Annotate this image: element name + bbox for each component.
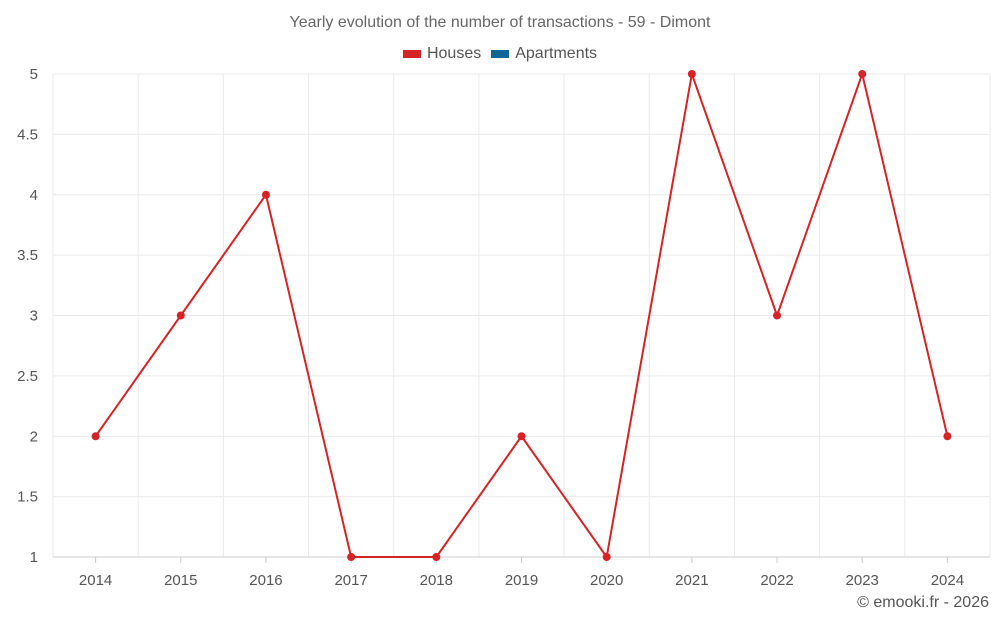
- x-tick-label: 2021: [675, 572, 708, 589]
- data-point-houses: [517, 432, 526, 441]
- x-tick-label: 2016: [249, 572, 282, 589]
- x-tick-label: 2014: [79, 572, 112, 589]
- x-tick-label: 2015: [164, 572, 197, 589]
- y-tick-label: 1.5: [17, 489, 38, 506]
- y-tick-label: 5: [30, 66, 38, 83]
- chart-title: Yearly evolution of the number of transa…: [289, 14, 711, 31]
- x-tick-label: 2018: [420, 572, 453, 589]
- legend-label-apartments: Apartments: [515, 45, 598, 62]
- legend: Houses Apartments: [0, 45, 1000, 63]
- x-tick-label: 2024: [931, 572, 964, 589]
- data-point-houses: [91, 432, 100, 441]
- y-tick-label: 3: [30, 308, 38, 325]
- data-point-houses: [943, 432, 952, 441]
- y-tick-label: 3.5: [17, 247, 38, 264]
- y-tick-label: 2.5: [17, 368, 38, 385]
- x-tick-label: 2019: [505, 572, 538, 589]
- data-point-houses: [858, 70, 867, 78]
- data-point-houses: [347, 553, 356, 561]
- x-tick-label: 2017: [334, 572, 367, 589]
- legend-item-houses[interactable]: Houses: [402, 45, 482, 63]
- legend-item-apartments[interactable]: Apartments: [491, 45, 597, 63]
- legend-label-houses: Houses: [426, 45, 482, 62]
- data-point-houses: [261, 190, 270, 199]
- data-point-houses: [432, 553, 441, 561]
- x-tick-label: 2020: [590, 572, 623, 589]
- credit-text: © emooki.fr - 2026: [857, 594, 989, 611]
- legend-swatch-apartments: [491, 50, 510, 58]
- data-point-houses: [176, 311, 185, 320]
- y-tick-label: 1: [30, 549, 38, 566]
- x-tick-label: 2022: [760, 572, 793, 589]
- legend-swatch-houses: [402, 50, 421, 58]
- y-tick-label: 4: [30, 187, 38, 204]
- data-point-houses: [602, 553, 611, 561]
- y-tick-label: 4.5: [17, 126, 38, 143]
- x-tick-label: 2023: [846, 572, 879, 589]
- data-point-houses: [687, 70, 696, 78]
- data-point-houses: [773, 311, 782, 320]
- y-tick-label: 2: [30, 428, 38, 445]
